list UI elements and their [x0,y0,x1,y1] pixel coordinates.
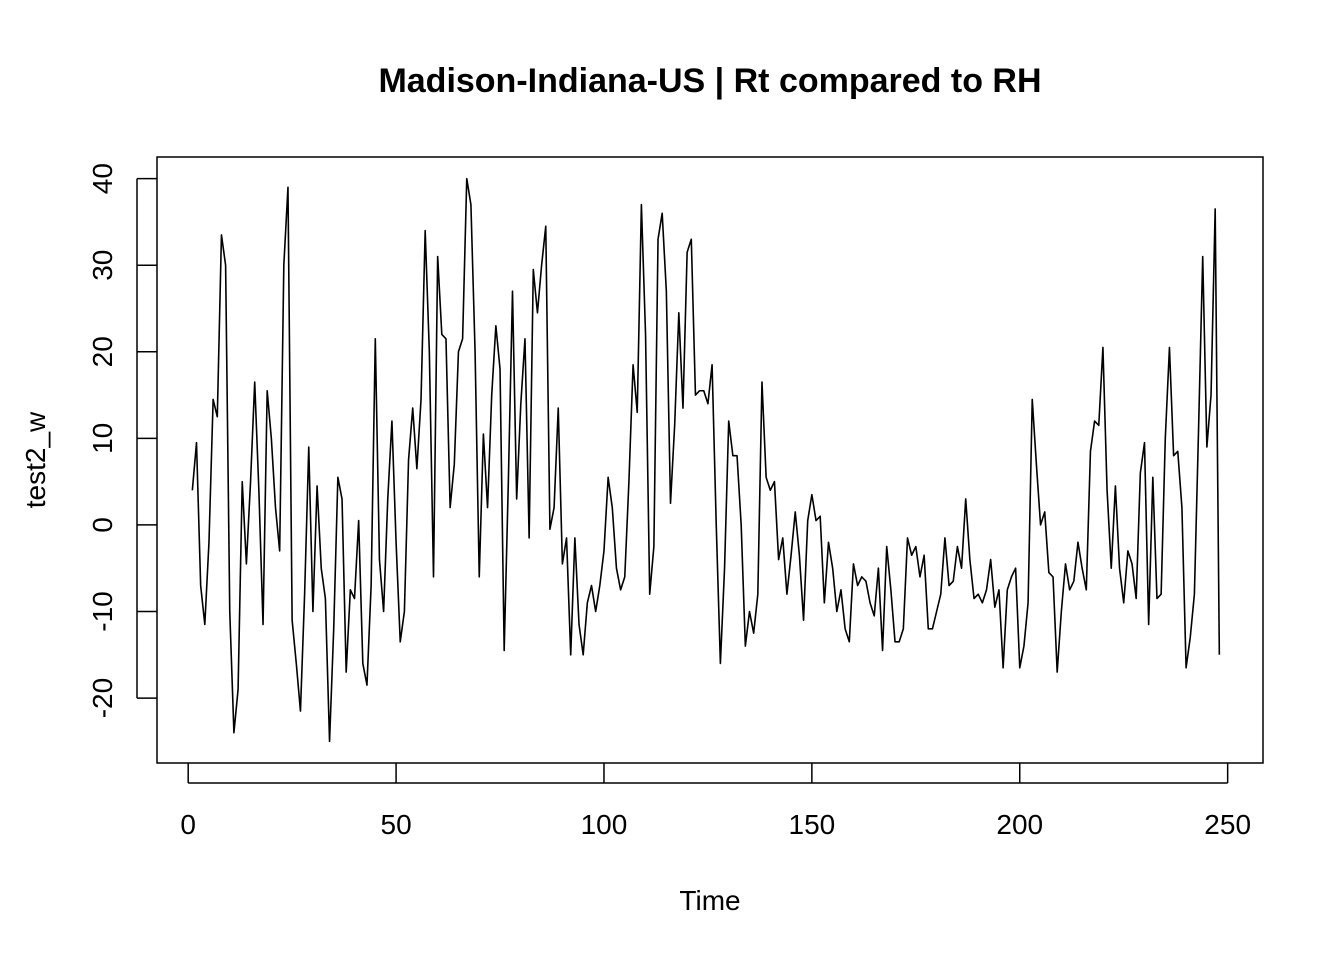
chart-title: Madison-Indiana-US | Rt compared to RH [378,62,1041,100]
y-tick-label: 0 [87,517,118,533]
y-tick-label: 40 [87,163,118,194]
y-tick-label: 30 [87,250,118,281]
x-tick-label: 250 [1204,809,1251,840]
y-tick-label: 10 [87,423,118,454]
x-axis: 0 50 100 150 200 250 [180,763,1251,840]
y-tick-label: -20 [87,678,118,718]
x-tick-label: 50 [381,809,412,840]
series-line [191,177,1221,743]
y-axis-label: test2_w [20,411,51,508]
x-tick-label: 0 [180,809,196,840]
y-axis: -20 -10 0 10 20 30 40 [87,163,157,718]
x-tick-label: 100 [581,809,628,840]
x-tick-label: 150 [789,809,836,840]
x-tick-label: 200 [996,809,1043,840]
plot-frame [156,156,1264,764]
y-tick-label: -10 [87,591,118,631]
x-axis-label: Time [679,885,740,916]
y-tick-label: 20 [87,336,118,367]
